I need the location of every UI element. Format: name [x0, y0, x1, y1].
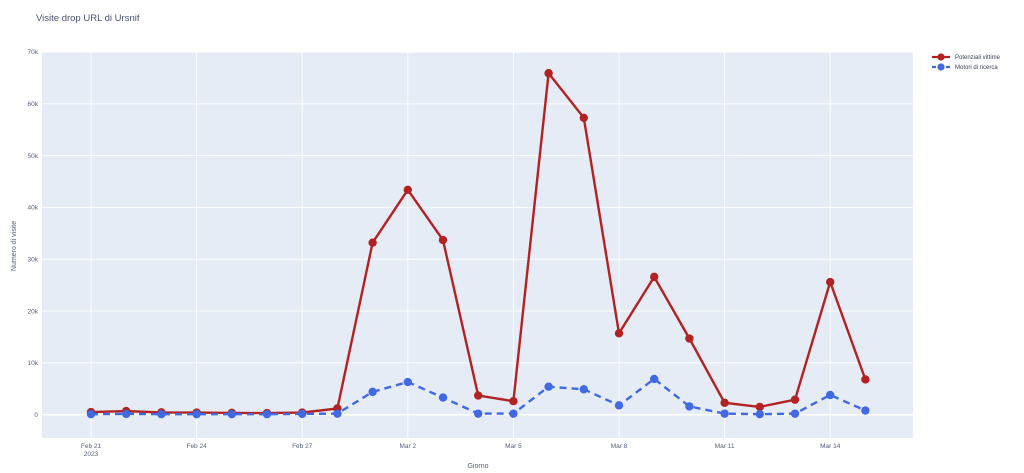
data-point[interactable]	[474, 409, 483, 418]
data-point[interactable]	[403, 185, 412, 195]
series-layer	[86, 69, 870, 419]
legend-swatch-marker	[937, 53, 945, 61]
data-point[interactable]	[650, 374, 659, 384]
x-axis-label: Giorno	[467, 463, 488, 470]
data-point[interactable]	[333, 409, 342, 418]
x-tick-label: Mar 8	[611, 443, 628, 450]
data-point[interactable]	[861, 406, 870, 415]
data-point[interactable]	[685, 402, 694, 411]
y-tick-label: 50k	[28, 153, 39, 160]
data-point[interactable]	[650, 272, 659, 282]
y-tick-label: 30k	[28, 256, 39, 263]
data-point[interactable]	[227, 409, 236, 419]
data-point[interactable]	[438, 235, 448, 245]
data-point[interactable]	[262, 409, 272, 419]
y-tick-label: 10k	[28, 360, 39, 367]
data-point[interactable]	[192, 409, 201, 419]
y-tick-label: 40k	[28, 205, 39, 212]
data-point[interactable]	[544, 69, 553, 78]
x-tick-label: Mar 11	[715, 443, 735, 450]
y-axis-ticks: 0 10k 20k 30k 40k 50k 60k 70k	[28, 49, 39, 419]
data-point[interactable]	[720, 398, 729, 407]
data-point[interactable]	[509, 409, 518, 418]
legend[interactable]: Potenziali vittime Motori di ricerca	[932, 53, 1001, 71]
y-tick-label: 70k	[28, 49, 39, 56]
x-tick-label: Feb 24	[186, 443, 207, 450]
legend-label: Motori di ricerca	[955, 65, 998, 71]
legend-label: Potenziali vittime	[955, 55, 1001, 61]
data-point[interactable]	[861, 375, 870, 384]
data-point[interactable]	[790, 395, 800, 404]
data-point[interactable]	[368, 387, 377, 397]
data-point[interactable]	[438, 393, 448, 402]
legend-item[interactable]: Motori di ricerca	[932, 63, 998, 71]
plot-area	[42, 52, 913, 438]
data-point[interactable]	[685, 334, 694, 343]
series-2	[86, 374, 870, 419]
data-point[interactable]	[86, 409, 96, 419]
gridlines	[42, 51, 913, 438]
data-point[interactable]	[157, 409, 166, 419]
data-point[interactable]	[755, 409, 764, 419]
data-point[interactable]	[579, 113, 588, 123]
x-tick-label: Mar 2	[399, 443, 416, 450]
legend-item[interactable]: Potenziali vittime	[932, 53, 1001, 61]
x-tick-label: Mar 14	[820, 443, 841, 450]
data-point[interactable]	[720, 409, 729, 418]
data-point[interactable]	[368, 238, 377, 247]
legend-swatch-marker	[937, 63, 945, 71]
x-tick-label: Feb 21	[81, 443, 102, 450]
data-point[interactable]	[826, 390, 835, 400]
chart-title: Visite drop URL di Ursnif	[36, 13, 140, 24]
data-point[interactable]	[403, 377, 412, 387]
data-point[interactable]	[790, 409, 800, 418]
y-tick-label: 20k	[28, 308, 39, 315]
data-point[interactable]	[826, 277, 835, 287]
y-axis-label: Numero di visite	[11, 221, 18, 271]
data-point[interactable]	[298, 409, 307, 419]
x-tick-sublabel: 2023	[84, 451, 99, 458]
data-point[interactable]	[755, 402, 764, 412]
data-point[interactable]	[122, 409, 131, 419]
data-point[interactable]	[474, 391, 483, 400]
data-point[interactable]	[544, 382, 553, 391]
y-tick-label: 0	[34, 412, 38, 419]
data-point[interactable]	[509, 397, 518, 406]
data-point[interactable]	[579, 385, 588, 394]
x-tick-label: Mar 5	[505, 443, 522, 450]
data-point[interactable]	[614, 401, 624, 410]
data-point[interactable]	[614, 329, 624, 338]
y-tick-label: 60k	[28, 101, 39, 108]
x-tick-label: Feb 27	[292, 443, 313, 450]
